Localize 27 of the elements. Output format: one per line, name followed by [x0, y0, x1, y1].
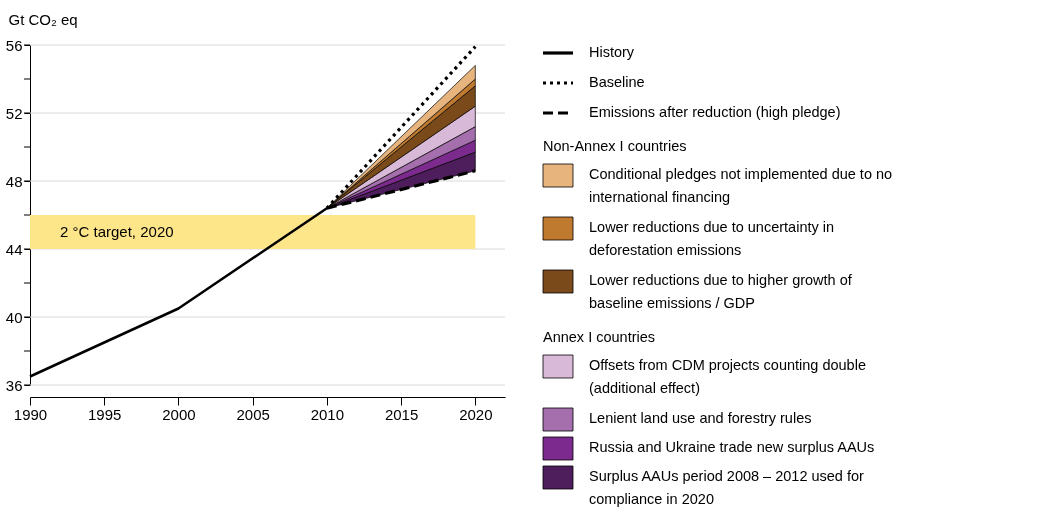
x-tick-label: 2000: [162, 405, 196, 423]
x-tick-label: 2010: [310, 405, 345, 423]
x-tick-label: 2020: [459, 405, 493, 423]
y-tick-label: 36: [5, 376, 23, 394]
y-tick-label: 44: [5, 240, 23, 258]
legend-label: History: [589, 44, 635, 60]
y-tick-label: 40: [5, 308, 23, 326]
band-label: 2 °C target, 2020: [60, 223, 174, 240]
legend-label: Baseline: [589, 74, 645, 90]
y-tick-label: 52: [5, 104, 23, 122]
legend-label: Lenient land use and forestry rules: [589, 410, 812, 426]
y-axis-title: Gt CO₂ eq: [8, 10, 78, 28]
text: Annex I countries: [543, 329, 656, 345]
legend-label: Russia and Ukraine trade new surplus AAUs: [589, 439, 875, 455]
text: Non-Annex I countries: [543, 138, 687, 154]
legend-label: Conditional pledges not implemented due to no international financing: [589, 166, 893, 205]
x-tick-label: 2015: [384, 405, 419, 423]
y-tick-label: 48: [5, 172, 23, 190]
legend-label: Lower reductions due to higher growth of baseline emissions / GDP: [589, 272, 853, 311]
legend-label: Lower reductions due to uncertainty in deforestation emissions: [589, 219, 835, 258]
y-tick-label: 56: [5, 36, 23, 54]
x-tick-label: 1990: [13, 405, 48, 423]
x-tick-label: 1995: [88, 405, 122, 423]
legend-label: Offsets from CDM projects counting double (additional effect): [589, 357, 866, 396]
legend-label: Surplus AAUs period 2008 – 2012 used for compliance in 2020: [589, 468, 865, 507]
legend-label: Emissions after reduction (high pledge): [589, 104, 841, 120]
x-tick-label: 2005: [236, 405, 270, 423]
